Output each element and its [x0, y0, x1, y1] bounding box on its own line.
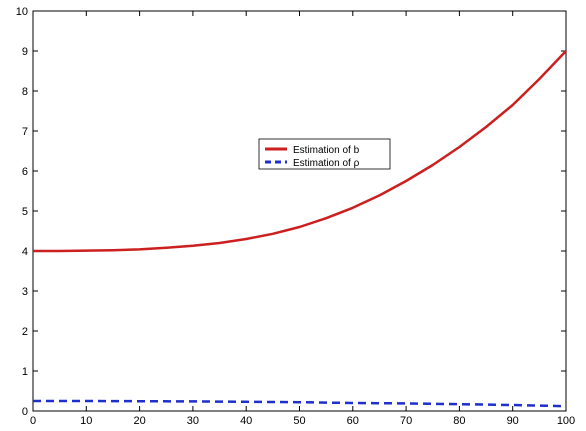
- plot-area: [32, 10, 567, 412]
- y-tick-label: 5: [22, 206, 28, 218]
- y-tick-label: 2: [22, 326, 28, 338]
- series-line-estimation-of-rho: [33, 399, 567, 408]
- legend-label-estimation-of-b: Estimation of b: [293, 145, 360, 156]
- y-tick-label: 3: [22, 286, 28, 298]
- x-tick-label: 50: [293, 415, 305, 427]
- series-line-estimation-of-b: [33, 50, 567, 253]
- x-tick-label: 60: [347, 415, 359, 427]
- legend-box: [258, 138, 391, 170]
- x-tick-label: 0: [30, 415, 36, 427]
- x-tick-label: 40: [240, 415, 252, 427]
- x-tick-label: 10: [80, 415, 92, 427]
- series-lines: [33, 50, 567, 408]
- x-tick-label: 100: [557, 415, 575, 427]
- y-tick-label: 1: [22, 366, 28, 378]
- x-tick-label: 70: [400, 415, 412, 427]
- axis-ticks: 0 10 20 30 40 50 60 70 80 90 100 0 1 2 3 4 5 6 7 8 9 10: [16, 6, 575, 427]
- x-tick-label: 20: [133, 415, 145, 427]
- y-tick-label: 0: [22, 406, 28, 418]
- y-tick-label: 6: [22, 166, 28, 178]
- legend: Estimation of b Estimation of ρ: [258, 138, 391, 170]
- x-tick-label: 30: [187, 415, 199, 427]
- x-tick-label: 80: [453, 415, 465, 427]
- y-tick-label: 9: [22, 46, 28, 58]
- y-tick-label: 10: [16, 6, 28, 18]
- legend-label-estimation-of-rho: Estimation of ρ: [293, 158, 360, 169]
- y-tick-label: 4: [22, 246, 28, 258]
- y-tick-label: 7: [22, 126, 28, 138]
- y-tick-label: 8: [22, 86, 28, 98]
- x-tick-label: 90: [507, 415, 519, 427]
